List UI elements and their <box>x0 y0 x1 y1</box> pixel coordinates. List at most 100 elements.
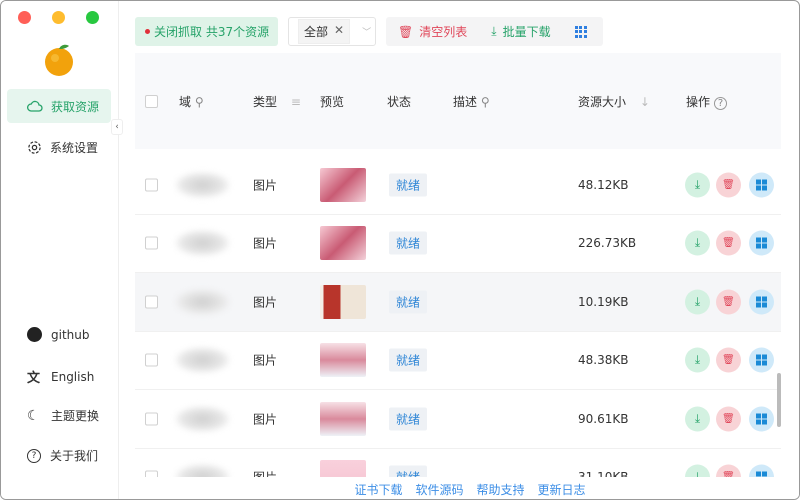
trash-icon: 🗑 <box>722 413 735 425</box>
delete-button[interactable]: 🗑 <box>716 347 741 373</box>
sidebar-item-settings[interactable]: 系统设置 <box>7 130 111 164</box>
theme-label: 主题更换 <box>51 409 100 423</box>
download-button[interactable]: ⤓ <box>685 347 710 373</box>
batch-label: 批量下载 <box>502 25 551 39</box>
delete-button[interactable]: 🗑 <box>716 230 741 256</box>
row-checkbox[interactable] <box>145 295 158 309</box>
row-checkbox[interactable] <box>145 412 158 426</box>
windows-icon <box>756 179 767 191</box>
language-button[interactable]: 文 English <box>27 367 95 387</box>
language-label: English <box>51 369 95 384</box>
header-ops: 操作 ? <box>686 93 728 110</box>
about-button[interactable]: ? 关于我们 <box>27 447 98 464</box>
trash-icon: 🗑 <box>398 24 414 39</box>
grid-menu-icon[interactable] <box>574 25 587 38</box>
status-badge: 就绪 <box>389 173 428 197</box>
header-preview: 预览 <box>320 94 345 109</box>
open-button[interactable] <box>749 406 774 432</box>
orange-logo-icon <box>45 44 73 76</box>
open-button[interactable] <box>749 347 774 373</box>
windows-icon <box>756 237 767 249</box>
translate-icon: 文 <box>27 371 41 386</box>
minimize-button[interactable] <box>52 11 65 24</box>
select-all-checkbox[interactable] <box>145 94 158 108</box>
domain-blurred <box>175 230 230 257</box>
batch-download-button[interactable]: ⤓ 批量下载 <box>491 23 550 40</box>
chevron-down-icon: ﹀ <box>362 28 372 38</box>
row-checkbox[interactable] <box>145 236 158 250</box>
scrollbar[interactable] <box>777 373 781 427</box>
action-group: 🗑 清空列表 ⤓ 批量下载 <box>386 17 603 46</box>
domain-blurred <box>175 405 230 432</box>
open-button[interactable] <box>749 230 774 256</box>
moon-icon: ☾ <box>27 407 40 424</box>
table-row: 图片 就绪 48.38KB ⤓ 🗑 <box>135 332 781 390</box>
gear-icon <box>28 140 41 154</box>
github-label: github <box>51 327 90 342</box>
trash-icon: 🗑 <box>722 354 735 366</box>
recording-dot-icon <box>145 29 150 34</box>
download-icon: ⤓ <box>694 411 701 426</box>
table-row: 图片 就绪 90.61KB ⤓ 🗑 <box>135 390 781 449</box>
open-button[interactable] <box>749 172 774 198</box>
delete-button[interactable]: 🗑 <box>716 289 741 315</box>
download-icon: ⤓ <box>694 294 701 309</box>
capture-toggle-button[interactable]: 关闭抓取 共37个资源 <box>135 17 278 46</box>
header-domain: 域 ⚲ <box>179 93 204 110</box>
preview-thumbnail[interactable] <box>320 167 366 202</box>
status-badge: 就绪 <box>389 407 428 431</box>
sidebar-item-get-resources[interactable]: 获取资源 <box>7 89 111 123</box>
cert-download-link[interactable]: 证书下载 <box>354 482 403 497</box>
header-desc: 描述 ⚲ <box>453 93 490 110</box>
download-button[interactable]: ⤓ <box>685 230 710 256</box>
delete-button[interactable]: 🗑 <box>716 172 741 198</box>
table-row: 图片 就绪 48.12KB ⤓ 🗑 <box>135 156 781 215</box>
clear-list-button[interactable]: 🗑 清空列表 <box>398 23 467 40</box>
row-checkbox[interactable] <box>145 178 158 192</box>
search-icon[interactable]: ⚲ <box>480 94 490 109</box>
header-size[interactable]: 资源大小 ↓ <box>578 93 650 110</box>
download-icon: ⤓ <box>694 177 701 192</box>
trash-icon: 🗑 <box>722 296 735 308</box>
github-link[interactable]: github <box>27 327 89 342</box>
changelog-link[interactable]: 更新日志 <box>537 482 586 497</box>
trash-icon: 🗑 <box>722 237 735 249</box>
download-button[interactable]: ⤓ <box>685 172 710 198</box>
row-checkbox[interactable] <box>145 353 158 367</box>
capture-label: 关闭抓取 共37个资源 <box>154 25 270 39</box>
windows-icon <box>756 413 767 425</box>
preview-thumbnail[interactable] <box>320 284 366 319</box>
close-button[interactable] <box>18 11 31 24</box>
help-icon: ? <box>713 96 728 110</box>
header-type: 类型 ≡ <box>253 93 301 110</box>
trash-icon: 🗑 <box>722 179 735 191</box>
maximize-button[interactable] <box>86 11 99 24</box>
delete-button[interactable]: 🗑 <box>716 406 741 432</box>
source-code-link[interactable]: 软件源码 <box>415 482 464 497</box>
status-badge: 就绪 <box>389 348 428 372</box>
collapse-sidebar-button[interactable]: ‹ <box>111 119 123 135</box>
sidebar-item-label: 系统设置 <box>50 140 99 155</box>
preview-thumbnail[interactable] <box>320 226 366 261</box>
theme-button[interactable]: ☾ 主题更换 <box>27 407 99 424</box>
preview-thumbnail[interactable] <box>320 401 366 436</box>
clear-label: 清空列表 <box>419 25 468 39</box>
download-button[interactable]: ⤓ <box>685 406 710 432</box>
download-button[interactable]: ⤓ <box>685 289 710 315</box>
size-cell: 90.61KB <box>578 411 629 426</box>
type-cell: 图片 <box>253 353 278 368</box>
filter-icon[interactable]: ≡ <box>290 94 301 109</box>
type-cell: 图片 <box>253 412 278 427</box>
help-link[interactable]: 帮助支持 <box>476 482 525 497</box>
size-cell: 226.73KB <box>578 236 637 251</box>
table-row: 图片 就绪 10.19KB ⤓ 🗑 <box>135 273 781 332</box>
type-filter-select[interactable]: 全部 ✕ ﹀ <box>288 17 376 46</box>
header-label: 资源大小 <box>578 94 627 109</box>
close-icon[interactable]: ✕ <box>334 23 345 37</box>
search-icon[interactable]: ⚲ <box>194 94 204 109</box>
preview-thumbnail[interactable] <box>320 343 366 378</box>
windows-icon <box>756 296 767 308</box>
type-cell: 图片 <box>253 236 278 251</box>
open-button[interactable] <box>749 289 774 315</box>
